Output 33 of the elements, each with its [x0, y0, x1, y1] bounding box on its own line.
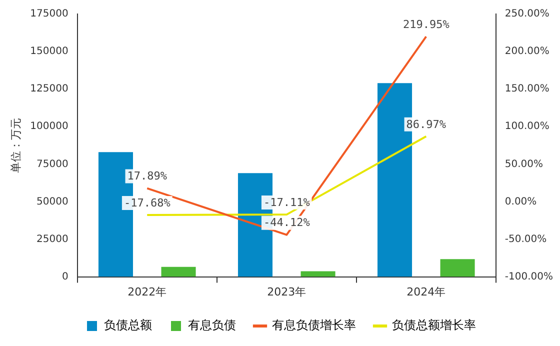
y2-tick-label: -50.00% — [504, 234, 547, 245]
y2-tick-label: 250.00% — [504, 8, 550, 20]
legend-label: 负债总额 — [104, 318, 152, 332]
data-label: -17.11% — [263, 196, 310, 209]
y-tick-label: 0 — [62, 271, 68, 282]
bar — [161, 266, 196, 277]
data-label: 17.89% — [127, 170, 168, 183]
y2-tick-label: 0.00% — [504, 196, 537, 208]
y2-tick-label: 200.00% — [504, 46, 550, 58]
data-label: 219.95% — [402, 18, 450, 31]
x-tick-label: 2023年 — [267, 285, 306, 298]
legend-label: 负债总额增长率 — [392, 318, 476, 332]
y2-tick-label: 100.00% — [504, 121, 550, 132]
y-tick-label: 150000 — [30, 46, 68, 58]
x-tick-label: 2022年 — [128, 285, 167, 298]
y2-tick-label: -100.00% — [504, 271, 554, 282]
y-tick-label: 25000 — [36, 234, 68, 245]
x-tick-label: 2024年 — [406, 285, 446, 298]
data-label: -44.12% — [263, 216, 310, 230]
y-tick-label: 125000 — [30, 84, 68, 95]
legend-label: 有息负债 — [188, 318, 236, 332]
y-axis-title: 单位：万元 — [9, 118, 22, 173]
bar — [300, 271, 336, 277]
y2-tick-label: 50.00% — [504, 158, 544, 170]
y-tick-label: 100000 — [30, 121, 68, 132]
y2-tick-label: 150.00% — [504, 84, 550, 95]
data-label: -17.68% — [124, 196, 171, 210]
y-tick-label: 75000 — [36, 158, 68, 170]
y-tick-label: 50000 — [36, 196, 68, 208]
y-tick-label: 175000 — [30, 8, 68, 20]
data-label: 86.97% — [406, 118, 446, 131]
bar — [440, 259, 475, 277]
legend-label: 有息负债增长率 — [272, 318, 356, 332]
